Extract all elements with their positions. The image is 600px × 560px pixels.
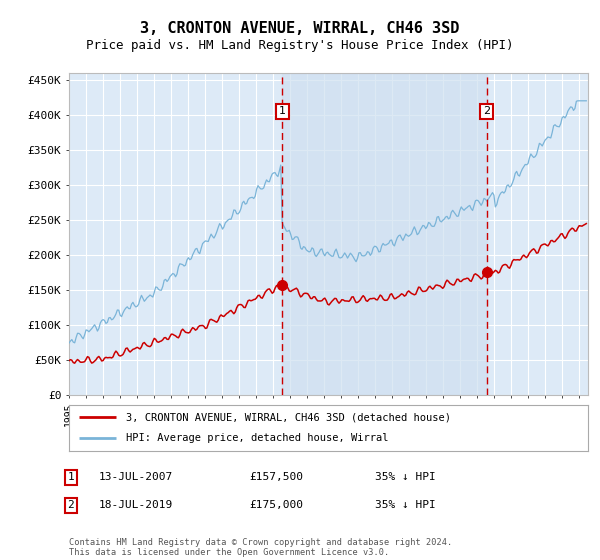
Text: 35% ↓ HPI: 35% ↓ HPI xyxy=(375,472,436,482)
Text: 35% ↓ HPI: 35% ↓ HPI xyxy=(375,500,436,510)
Text: 13-JUL-2007: 13-JUL-2007 xyxy=(99,472,173,482)
Text: 1: 1 xyxy=(279,106,286,116)
Text: £175,000: £175,000 xyxy=(249,500,303,510)
Bar xyxy=(283,73,487,395)
Text: 3, CRONTON AVENUE, WIRRAL, CH46 3SD (detached house): 3, CRONTON AVENUE, WIRRAL, CH46 3SD (det… xyxy=(126,412,451,422)
Text: £157,500: £157,500 xyxy=(249,472,303,482)
Text: 3, CRONTON AVENUE, WIRRAL, CH46 3SD: 3, CRONTON AVENUE, WIRRAL, CH46 3SD xyxy=(140,21,460,36)
Text: 2: 2 xyxy=(483,106,490,116)
Text: Price paid vs. HM Land Registry's House Price Index (HPI): Price paid vs. HM Land Registry's House … xyxy=(86,39,514,52)
Text: 2: 2 xyxy=(67,500,74,510)
Text: 1: 1 xyxy=(67,472,74,482)
Text: HPI: Average price, detached house, Wirral: HPI: Average price, detached house, Wirr… xyxy=(126,433,389,444)
Text: Contains HM Land Registry data © Crown copyright and database right 2024.
This d: Contains HM Land Registry data © Crown c… xyxy=(69,538,452,557)
Text: 18-JUL-2019: 18-JUL-2019 xyxy=(99,500,173,510)
